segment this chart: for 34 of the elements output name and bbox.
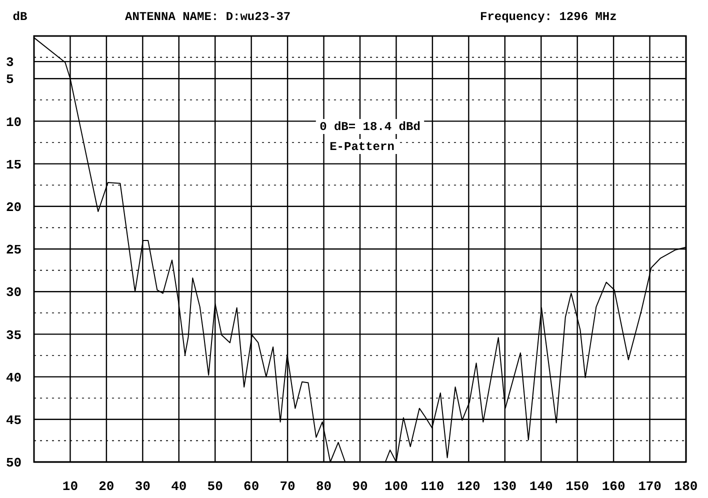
x-tick-label: 110 <box>420 479 444 494</box>
x-tick-label: 80 <box>316 479 332 494</box>
x-tick-label: 100 <box>384 479 408 494</box>
x-tick-label: 170 <box>638 479 662 494</box>
x-tick-label: 90 <box>352 479 368 494</box>
y-tick-label: 50 <box>6 456 22 471</box>
y-tick-label: 35 <box>6 328 22 343</box>
y-tick-label: 3 <box>6 55 14 70</box>
y-tick-label: 20 <box>6 200 22 215</box>
x-tick-label: 30 <box>134 479 151 494</box>
chart-title: ANTENNA NAME: D:wu23-37 <box>125 10 291 24</box>
x-tick-label: 40 <box>171 479 187 494</box>
annotation: E-Pattern <box>330 140 394 154</box>
y-tick-label: 25 <box>6 242 22 258</box>
x-tick-label: 20 <box>98 479 114 494</box>
x-tick-label: 150 <box>566 479 590 494</box>
x-tick-label: 70 <box>280 479 296 494</box>
x-tick-label: 120 <box>456 479 481 494</box>
y-tick-label: 10 <box>6 114 22 130</box>
annotation: 0 dB= 18.4 dBd <box>320 120 420 134</box>
x-tick-label: 10 <box>62 479 78 494</box>
chart-subtitle: Frequency: 1296 MHz <box>480 10 617 24</box>
y-tick-label: 40 <box>6 370 22 386</box>
x-tick-label: 140 <box>529 479 554 494</box>
x-tick-label: 60 <box>244 479 260 494</box>
x-tick-label: 50 <box>207 479 224 494</box>
x-tick-label: 180 <box>674 479 698 494</box>
x-tick-label: 160 <box>602 479 626 494</box>
y-tick-label: 30 <box>6 285 22 300</box>
y-axis-title: dB <box>12 10 28 24</box>
y-tick-label: 15 <box>6 157 22 172</box>
x-tick-label: 130 <box>493 479 517 494</box>
y-tick-label: 5 <box>6 72 14 88</box>
y-tick-label: 45 <box>6 412 22 428</box>
